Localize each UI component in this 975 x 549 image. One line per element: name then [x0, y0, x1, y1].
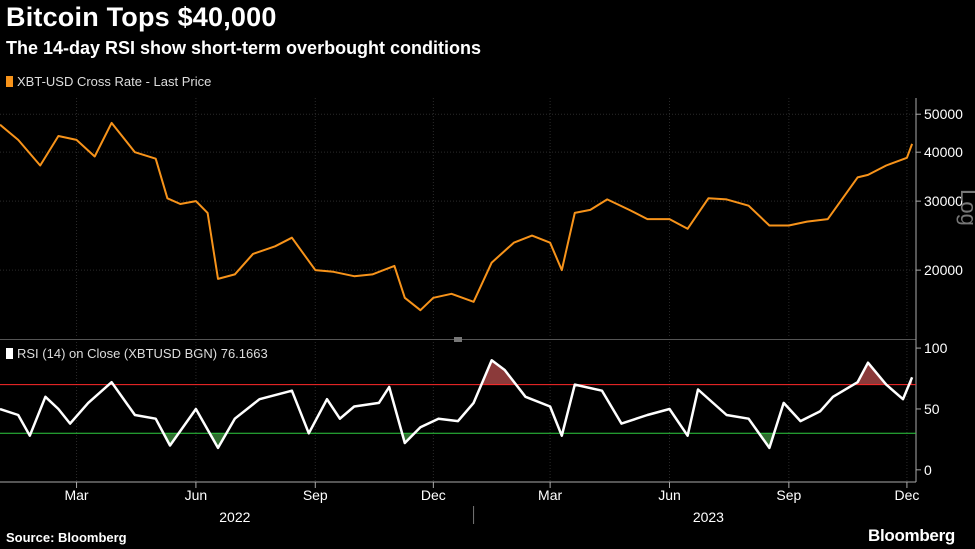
price-y-tick-label: 30000: [924, 193, 963, 209]
rsi-y-tick-label: 50: [924, 401, 940, 417]
x-tick-label: Dec: [894, 487, 919, 503]
x-tick-label: Dec: [421, 487, 446, 503]
rsi-y-tick-label: 100: [924, 340, 948, 356]
price-legend: XBT-USD Cross Rate - Last Price: [6, 74, 211, 89]
rsi-y-tick-label: 0: [924, 462, 932, 478]
x-tick-label: Sep: [776, 487, 801, 503]
rsi-oversold-area: [28, 433, 775, 448]
chart-subtitle: The 14-day RSI show short-term overbough…: [6, 38, 482, 58]
rsi-legend-swatch: [6, 348, 13, 359]
x-tick-label: Sep: [303, 487, 328, 503]
year-label: 2023: [693, 509, 724, 525]
x-tick-label: Mar: [64, 487, 88, 503]
rsi-overbought-area: [108, 360, 913, 385]
year-label: 2022: [219, 509, 250, 525]
price-legend-label: XBT-USD Cross Rate - Last Price: [17, 74, 212, 89]
rsi-legend-label: RSI (14) on Close (XBTUSD BGN) 76.1663: [17, 346, 268, 361]
rsi-legend: RSI (14) on Close (XBTUSD BGN) 76.1663: [6, 346, 268, 361]
price-y-tick-label: 50000: [924, 106, 963, 122]
axes: [0, 98, 921, 524]
x-tick-label: Jun: [185, 487, 208, 503]
price-y-tick-label: 40000: [924, 144, 963, 160]
source-note: Source: Bloomberg: [6, 530, 127, 545]
chart-marks: [0, 121, 916, 450]
panel-splitter-handle: [454, 337, 462, 342]
price-y-tick-label: 20000: [924, 262, 963, 278]
price-legend-swatch: [6, 76, 13, 87]
bloomberg-logo: Bloomberg: [867, 526, 955, 545]
chart-title: Bitcoin Tops $40,000: [6, 2, 277, 32]
x-tick-label: Jun: [658, 487, 681, 503]
x-tick-label: Mar: [538, 487, 562, 503]
rsi-series-line: [0, 359, 914, 450]
axis-labels: 20000 30000 40000 50000 0 50 100 Log Mar Jun Sep De…: [64, 106, 975, 525]
log-scale-label: Log: [956, 189, 975, 226]
grid-lines: [0, 98, 916, 482]
price-series-line: [0, 121, 914, 312]
